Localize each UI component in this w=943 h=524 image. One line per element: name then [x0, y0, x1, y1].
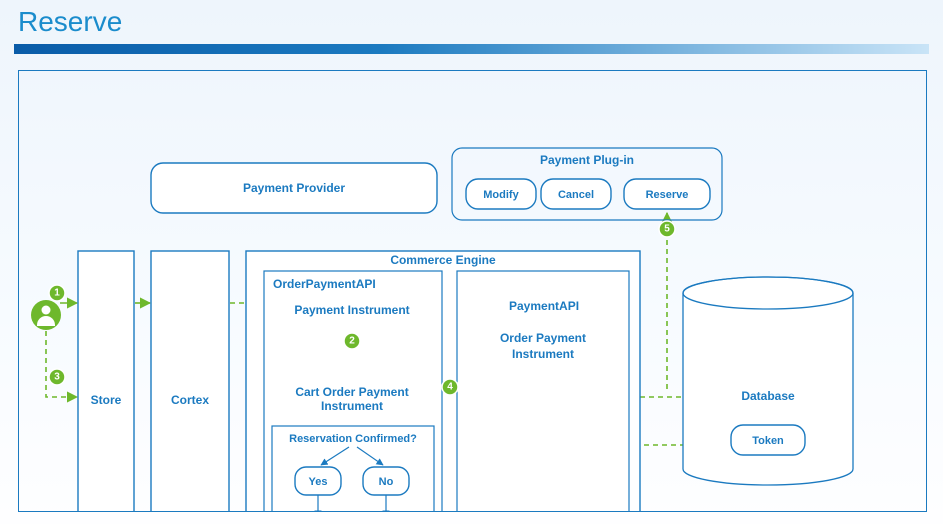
cart-order-pi-l2: Instrument: [321, 399, 383, 413]
plugin-cancel-label: Cancel: [558, 189, 594, 201]
outer-frame: Payment Provider Payment Plug-in Modify …: [18, 70, 927, 512]
store-box: [78, 251, 134, 511]
token-label: Token: [752, 435, 784, 447]
step-badge-2-text: 2: [349, 336, 355, 347]
step-badge-5-text: 5: [664, 224, 670, 235]
edge-user-to-store-3: [46, 331, 77, 397]
cortex-label: Cortex: [171, 393, 209, 407]
no-label: No: [379, 476, 394, 488]
plugin-group-label: Payment Plug-in: [540, 153, 634, 167]
opi-l1: Order Payment: [500, 331, 586, 345]
plugin-modify-label: Modify: [483, 189, 519, 201]
yes-label: Yes: [309, 476, 328, 488]
step-badge-1-text: 1: [54, 288, 60, 299]
orderpaymentapi-label: OrderPaymentAPI: [273, 277, 376, 291]
page-title: Reserve: [18, 6, 122, 38]
opi-l2: Instrument: [512, 347, 574, 361]
payment-instrument-label: Payment Instrument: [294, 303, 409, 317]
store-label: Store: [91, 393, 122, 407]
reservation-label: Reservation Confirmed?: [289, 433, 417, 445]
step-badge-4-text: 4: [447, 382, 453, 393]
payment-provider-label: Payment Provider: [243, 181, 345, 195]
diagram-page: Reserve Payment Provider Payment Plug-in…: [0, 0, 943, 524]
database-label: Database: [741, 389, 795, 403]
diagram-svg: Payment Provider Payment Plug-in Modify …: [19, 71, 926, 511]
user-icon: [31, 300, 61, 330]
cart-order-pi-l1: Cart Order Payment: [295, 385, 408, 399]
title-underline: [14, 44, 929, 54]
step-badge-3-text: 3: [54, 372, 60, 383]
plugin-reserve-label: Reserve: [646, 189, 689, 201]
cortex-box: [151, 251, 229, 511]
engine-label: Commerce Engine: [390, 253, 496, 267]
paymentapi-label: PaymentAPI: [509, 299, 579, 313]
